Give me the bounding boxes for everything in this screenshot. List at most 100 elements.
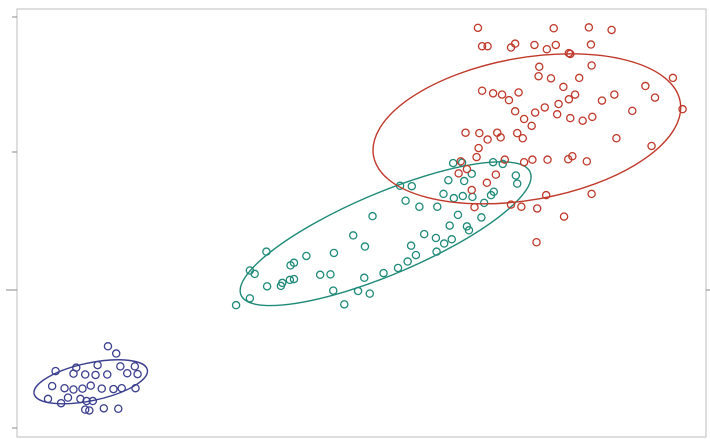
data-point [91,370,100,380]
data-point [80,405,90,414]
data-point [559,212,569,221]
data-point [497,90,507,99]
data-point [535,62,544,72]
data-point [56,398,66,408]
data-point [103,370,112,379]
data-point [285,275,295,285]
data-point [60,383,69,393]
data-point [461,128,470,137]
data-point [315,270,325,280]
data-point [464,226,474,235]
data-point [393,263,403,273]
data-point [546,74,556,83]
data-point [475,128,484,138]
data-point [650,93,660,102]
data-point [668,73,678,83]
data-point [479,198,489,208]
data-point [458,191,468,201]
data-point [559,82,568,92]
data-point [131,383,140,393]
data-point [532,238,541,247]
data-point [612,134,621,143]
data-point [512,128,522,138]
data-point [432,247,441,256]
confidence-ellipse [33,359,149,405]
data-point [554,99,563,109]
data-point [439,189,448,199]
data-point [453,210,463,220]
data-point [116,362,125,371]
data-point [262,247,271,256]
chart-marks [33,23,687,415]
data-point [457,158,467,167]
data-point [486,190,496,200]
confidence-ellipse [372,53,682,205]
data-point [406,241,416,250]
data-point [510,107,520,116]
data-point [447,235,457,244]
data-point [500,155,510,164]
data-point [582,157,592,166]
data-point [552,110,562,119]
data-point [459,176,469,186]
data-point [111,349,121,358]
data-point [329,248,339,258]
data-point [549,24,558,33]
data-point [289,274,299,284]
data-point [245,266,255,275]
data-point [530,40,539,50]
data-point [462,164,472,174]
data-point [570,90,580,99]
data-point [610,90,619,99]
series-3 [372,23,687,247]
data-point [262,282,272,291]
data-point [472,152,481,162]
data-point [483,135,492,144]
data-point [511,171,521,180]
data-point [512,179,522,188]
data-point [133,369,142,379]
data-point [564,95,574,104]
data-point [407,181,417,191]
data-point [109,384,118,394]
data-point [514,88,523,97]
data-point [329,286,338,295]
data-point [566,113,575,123]
plot-frame [16,8,707,438]
data-point [519,157,529,167]
data-point [528,155,537,164]
data-point [542,44,552,54]
data-point [63,393,73,402]
data-point [415,202,424,211]
data-point [527,121,536,131]
data-point [586,40,596,49]
data-point [456,157,465,166]
data-point [47,381,57,391]
data-point [584,23,594,32]
data-point [470,202,479,212]
data-point [504,95,514,105]
data-point [117,383,126,393]
data-point [353,286,363,296]
data-point [491,170,501,179]
data-point [551,40,561,50]
data-point [245,294,255,303]
data-point [51,366,60,376]
data-point [482,178,492,188]
data-point [82,396,91,406]
data-point [628,106,637,116]
data-point [289,258,299,268]
data-point [477,86,487,95]
data-point [578,116,587,125]
data-point [88,396,98,406]
data-point [78,384,87,393]
data-point [97,384,106,393]
data-point [360,273,369,283]
data-point [518,134,527,143]
data-point [454,169,463,178]
data-point [477,41,487,51]
data-point [69,385,78,394]
data-point [510,39,520,48]
